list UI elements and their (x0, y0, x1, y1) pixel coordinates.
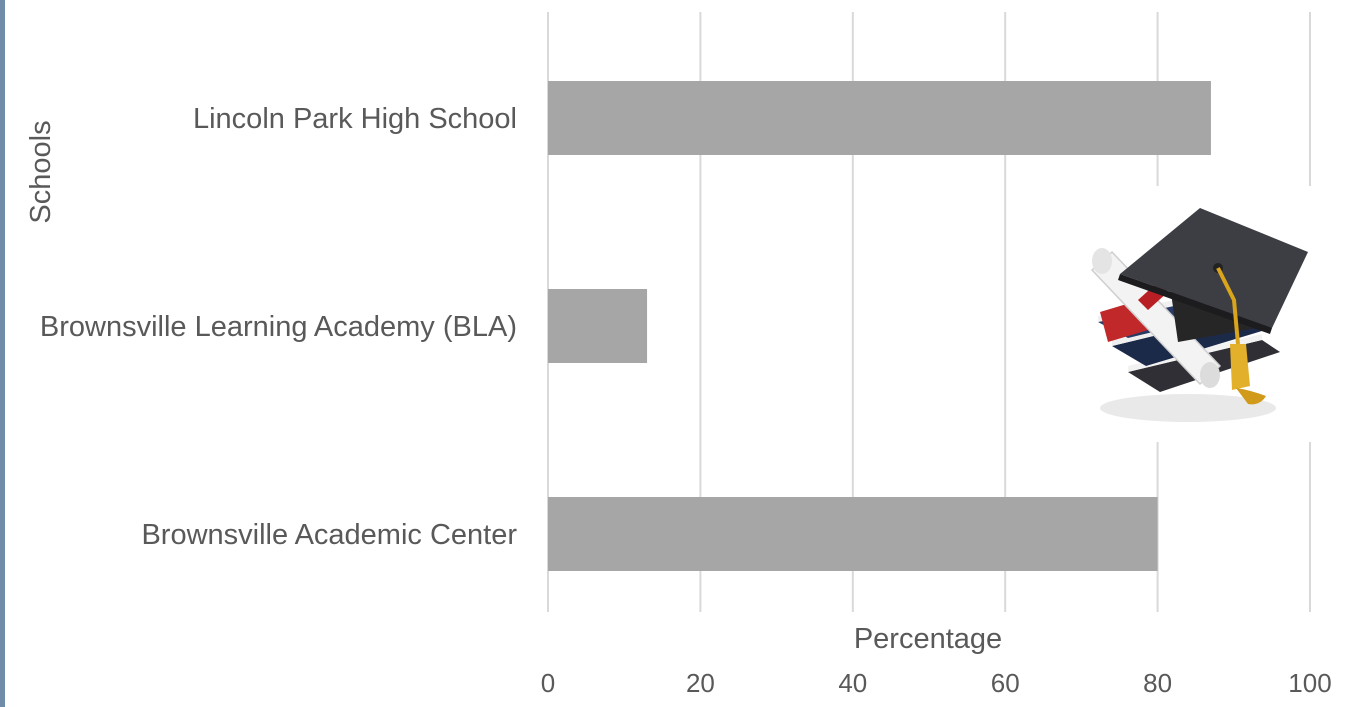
slide-edge (0, 0, 5, 707)
category-label: Brownsville Learning Academy (BLA) (40, 311, 517, 343)
x-tick-label: 0 (541, 668, 555, 698)
bars (548, 81, 1211, 571)
category-label: Lincoln Park High School (193, 103, 517, 135)
x-tick-label: 40 (838, 668, 867, 698)
graduation-cap-books-icon (1078, 186, 1322, 442)
category-label: Brownsville Academic Center (141, 519, 517, 551)
bar (548, 81, 1211, 155)
category-labels: Lincoln Park High School Brownsville Lear… (40, 103, 517, 551)
x-tick-label: 80 (1143, 668, 1172, 698)
x-axis-title: Percentage (854, 623, 1002, 655)
bar (548, 497, 1158, 571)
x-tick-label: 60 (991, 668, 1020, 698)
x-tick-label: 20 (686, 668, 715, 698)
y-axis-title: Schools (25, 120, 57, 223)
x-tick-labels: 0 20 40 60 80 100 (541, 668, 1332, 698)
bar (548, 289, 648, 363)
x-tick-label: 100 (1288, 668, 1331, 698)
